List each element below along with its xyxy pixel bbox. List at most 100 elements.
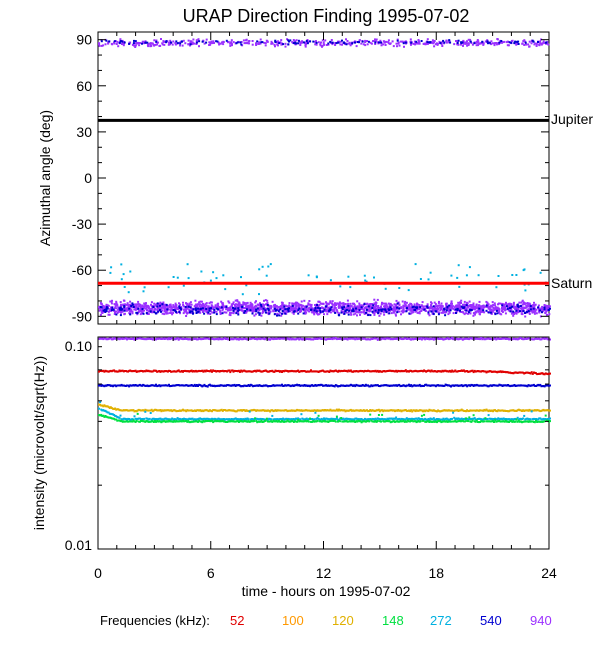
azimuth-point-940 [397, 42, 400, 45]
azimuth-point-272 [465, 274, 468, 277]
azimuth-point-540 [345, 309, 348, 311]
intensity-point-52 [505, 371, 508, 374]
azimuth-point-940 [274, 45, 276, 48]
intensity-point-52 [470, 369, 473, 372]
azimuth-point-940 [303, 299, 306, 302]
azimuth-point-940 [490, 308, 493, 311]
intensity-point-52 [531, 372, 534, 375]
azimuth-point-940 [432, 308, 434, 311]
intensity-point-52 [389, 369, 392, 372]
azimuth-point-540 [287, 43, 290, 46]
azimuth-point-540 [361, 40, 364, 43]
azimuth-point-540 [297, 39, 300, 42]
intensity-point-120 [448, 409, 451, 412]
intensity-point-120 [343, 409, 346, 412]
azimuth-point-940 [254, 313, 257, 316]
intensity-point-940 [361, 337, 364, 340]
azimuth-point-940 [214, 304, 217, 307]
azimuth-point-540 [268, 312, 271, 315]
azimuth-point-940 [535, 43, 538, 46]
azimuth-point-940 [236, 299, 239, 302]
intensity-point-940 [98, 337, 100, 340]
azimuth-point-540 [266, 304, 269, 306]
intensity-point-540 [136, 384, 139, 387]
azimuth-point-940 [230, 311, 233, 314]
azimuth-point-940 [476, 39, 479, 41]
azimuth-point-940 [273, 43, 276, 46]
azimuth-point-940 [174, 42, 177, 45]
azimuth-point-940 [228, 313, 231, 316]
azimuth-point-940 [154, 303, 157, 306]
intensity-point-940 [430, 338, 433, 341]
intensity-point-940 [229, 338, 232, 341]
intensity-point-540 [430, 384, 433, 387]
intensity-point-272 [261, 418, 264, 420]
azimuth-point-940 [252, 308, 254, 311]
azimuth-point-940 [349, 305, 352, 308]
azimuth-point-940 [248, 42, 250, 45]
azimuth-point-272 [269, 263, 272, 266]
azimuth-point-540 [509, 307, 511, 309]
azimuth-point-940 [291, 311, 294, 314]
azimuth-point-940 [503, 304, 506, 307]
intensity-point-52 [165, 370, 168, 373]
intensity-point-52 [452, 370, 455, 373]
intensity-point-52 [406, 370, 409, 373]
azimuth-point-940 [105, 303, 108, 306]
intensity-point-540 [433, 384, 436, 387]
azimuth-point-540 [510, 41, 513, 44]
intensity-point-272 [230, 418, 233, 420]
intensity-point-52 [475, 370, 478, 373]
azimuth-point-540 [198, 40, 201, 43]
azimuth-point-940 [138, 44, 141, 47]
intensity-point-120 [225, 409, 227, 412]
intensity-point-540 [466, 385, 469, 388]
intensity-point-52 [370, 370, 373, 373]
azimuth-point-940 [506, 44, 509, 47]
azimuth-point-940 [501, 302, 504, 305]
azimuth-point-940 [418, 42, 421, 45]
intensity-point-540 [439, 384, 442, 387]
azimuth-point-940 [488, 306, 491, 309]
intensity-point-540 [233, 383, 236, 386]
intensity-point-540 [502, 384, 505, 387]
intensity-point-52 [479, 370, 481, 373]
azimuth-point-540 [287, 39, 290, 42]
azimuth-point-940 [527, 303, 530, 306]
azimuth-point-940 [121, 43, 123, 45]
intensity-point-120 [347, 409, 350, 412]
intensity-point-272 [301, 417, 304, 420]
intensity-point-120 [105, 405, 108, 408]
azimuth-point-940 [295, 307, 298, 310]
azimuth-point-940 [468, 305, 471, 308]
intensity-point-540 [130, 384, 133, 387]
azimuth-tick-label: 0 [84, 170, 92, 186]
intensity-point-940 [133, 338, 136, 341]
azimuth-point-940 [436, 306, 439, 309]
azimuth-point-940 [425, 42, 428, 45]
intensity-point-120 [490, 409, 493, 412]
intensity-point-120 [467, 410, 470, 413]
intensity-point-120 [193, 409, 196, 412]
intensity-point-52 [164, 370, 167, 373]
azimuth-point-940 [477, 307, 480, 309]
azimuth-point-940 [331, 308, 334, 311]
azimuth-point-540 [405, 310, 408, 313]
azimuth-point-940 [102, 304, 105, 307]
intensity-point-540 [370, 384, 373, 387]
intensity-point-52 [538, 372, 541, 375]
azimuth-point-940 [479, 311, 482, 314]
intensity-point-540 [209, 384, 212, 387]
azimuth-point-940 [503, 40, 506, 43]
intensity-point-540 [462, 384, 465, 387]
azimuth-point-540 [195, 312, 198, 314]
intensity-point-940 [116, 337, 119, 340]
intensity-point-540 [484, 384, 487, 387]
azimuth-point-940 [222, 43, 225, 46]
intensity-point-120 [488, 409, 491, 412]
azimuth-point-940 [126, 302, 129, 305]
intensity-point-120 [402, 409, 405, 412]
intensity-point-272 [302, 418, 305, 421]
azimuth-point-540 [340, 311, 343, 314]
intensity-point-120 [536, 409, 539, 412]
